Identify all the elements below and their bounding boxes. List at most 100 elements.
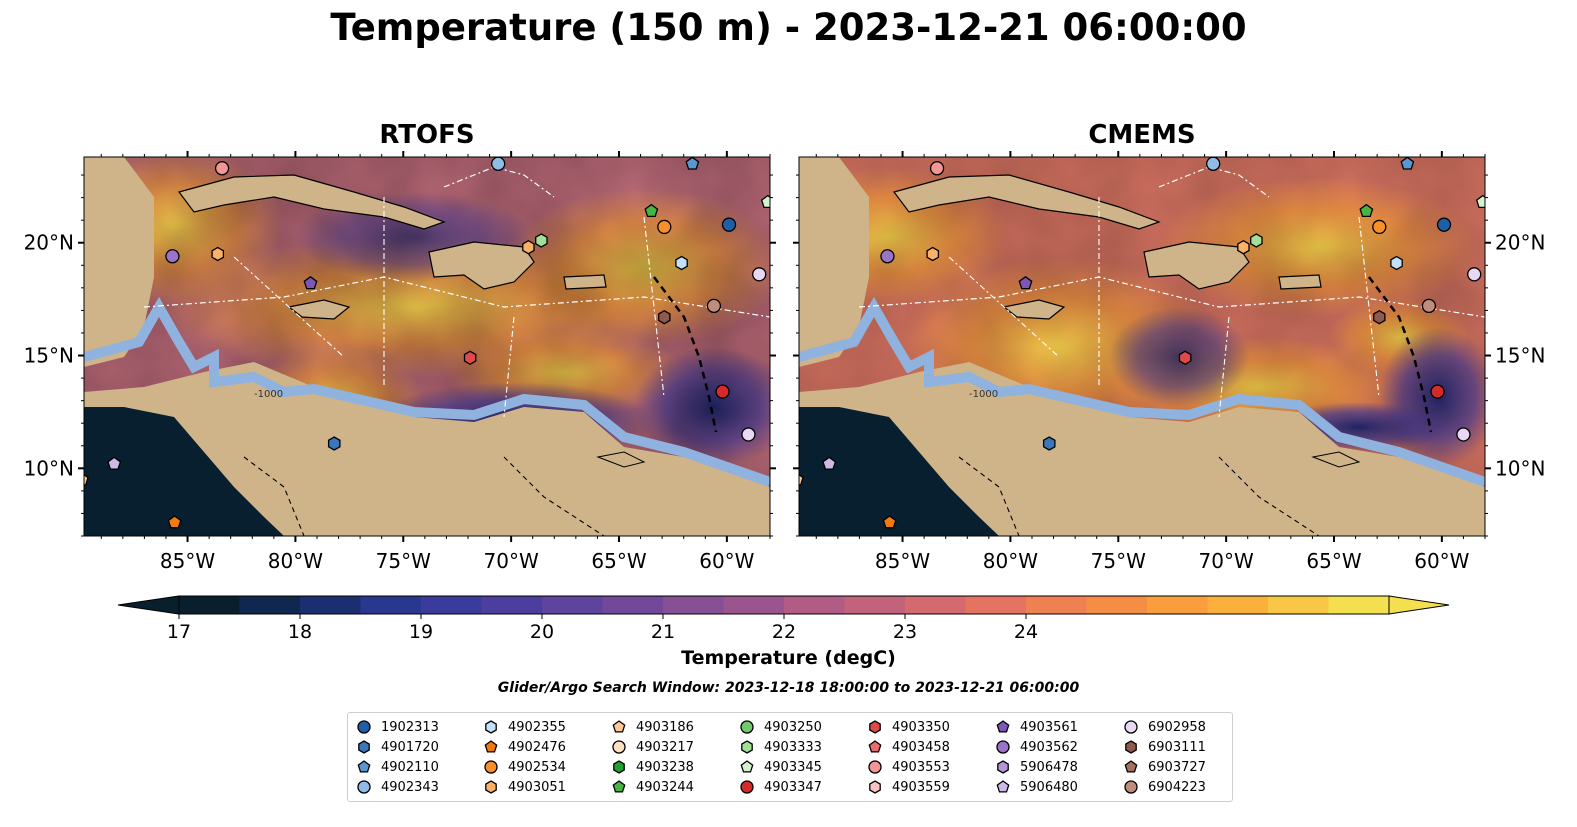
pentagon-marker-icon (612, 720, 626, 733)
panel-title-cmems: CMEMS (1088, 120, 1196, 150)
colorbar-bin (905, 596, 966, 614)
legend-label: 4902110 (381, 759, 439, 775)
colorbar-bin (1328, 596, 1390, 614)
colorbar-bin (179, 596, 240, 614)
legend-item: 1902313 (356, 717, 439, 737)
colorbar-bin (602, 596, 664, 614)
legend-label: 4903458 (892, 739, 950, 755)
legend-item: 4903345 (739, 757, 822, 777)
legend-item: 4903562 (995, 737, 1078, 757)
float-marker-4903350 (463, 350, 477, 366)
pentagon-marker-icon (612, 780, 626, 793)
colorbar-label: Temperature (degC) (681, 647, 896, 669)
colorbar-bin (1207, 596, 1269, 614)
colorbar-tick-label: 17 (167, 621, 191, 643)
float-marker-4902476 (882, 515, 897, 529)
legend-label: 4903345 (764, 759, 822, 775)
float-marker-4903350 (1178, 350, 1192, 366)
legend-label: 4903350 (892, 719, 950, 735)
circle-marker-icon (1124, 720, 1138, 734)
legend-column: 4903561 4903562 5906478 5906480 (995, 717, 1078, 797)
float-marker-1902313 (1436, 217, 1452, 232)
hexagon-marker-icon (741, 740, 753, 754)
map-panels: -1000 85°W 80°W 75°W 70°W 65°W 60°W 20°N 15°N 10… (24, 151, 1545, 573)
float-marker-4902343 (1206, 157, 1221, 171)
float-marker-4903345 (760, 194, 770, 209)
float-marker-4903333 (1250, 233, 1263, 248)
cmems-markers (799, 157, 1485, 529)
legend-item: 4903347 (739, 777, 822, 797)
float-marker-4903051 (926, 246, 940, 262)
panel-title-rtofs: RTOFS (379, 120, 475, 150)
float-marker-4901720 (1042, 436, 1056, 451)
colorbar-bin (542, 596, 603, 614)
circle-marker-icon (740, 720, 754, 734)
float-marker-4903553 (929, 161, 945, 176)
legend-label: 4903051 (508, 779, 566, 795)
colorbar-tick-label: 24 (1014, 621, 1038, 643)
colorbar-tick-label: 21 (651, 621, 675, 643)
legend-item: 6903727 (1123, 757, 1206, 777)
float-marker-4903347 (715, 384, 730, 399)
float-marker-4903345 (1475, 194, 1485, 209)
float-marker-4902355 (1390, 255, 1403, 271)
colorbar-bin (663, 596, 724, 614)
legend-column: 1902313 4901720 4902110 4902343 (356, 717, 439, 797)
colorbar-bin (300, 596, 361, 614)
circle-marker-icon (357, 720, 371, 734)
legend-label: 4903217 (636, 739, 694, 755)
colorbar-bin (421, 596, 482, 614)
circle-marker-icon (740, 780, 754, 794)
lon-tick-label: 75°W (1091, 549, 1146, 573)
colorbar-bin (360, 596, 422, 614)
colorbar-tick-label: 23 (893, 621, 917, 643)
legend-label: 4903347 (764, 779, 822, 795)
colorbar-bin (1147, 596, 1208, 614)
pentagon-marker-icon (357, 760, 371, 773)
colorbar-extend-high (1388, 595, 1450, 615)
pentagon-marker-icon (1124, 760, 1138, 773)
cmems-map: -1000 (799, 157, 1485, 536)
float-marker-4903244 (1359, 203, 1374, 218)
legend-label: 1902313 (381, 719, 439, 735)
legend-item: 4903051 (483, 777, 566, 797)
lat-tick-label: 20°N (24, 231, 74, 255)
legend-item: 4903350 (867, 717, 950, 737)
cmems-axis-ticks: 85°W 80°W 75°W 70°W 65°W 60°W 20°N 15°N 10°N (793, 151, 1545, 573)
float-marker-4903561 (1018, 275, 1033, 290)
circle-marker-icon (357, 780, 371, 794)
legend-label: 4903333 (764, 739, 822, 755)
lon-tick-label: 85°W (875, 549, 930, 573)
rtofs-axis-ticks: 85°W 80°W 75°W 70°W 65°W 60°W 20°N 15°N 10°N (24, 151, 776, 573)
float-marker-4903553 (214, 161, 230, 176)
legend-item: 4903238 (611, 757, 694, 777)
legend-column: 6902958 6903111 6903727 6904223 (1123, 717, 1206, 797)
legend-item: 4903333 (739, 737, 822, 757)
legend-item: 6902958 (1123, 717, 1206, 737)
legend-item: 4902355 (483, 717, 566, 737)
legend-label: 5906478 (1020, 759, 1078, 775)
legend: 1902313 4901720 4902110 4902343 4902355 49024… (347, 712, 1233, 802)
legend-column: 4903186 4903217 4903238 4903244 (611, 717, 694, 797)
lat-tick-label: 10°N (24, 456, 74, 480)
lon-tick-label: 70°W (484, 549, 539, 573)
float-marker-4902534 (1372, 219, 1387, 235)
colorbar-bin (1086, 596, 1148, 614)
pentagon-marker-icon (740, 760, 754, 773)
lon-tick-label: 80°W (983, 549, 1038, 573)
lon-tick-label: 70°W (1199, 549, 1254, 573)
circle-marker-icon (484, 760, 498, 774)
float-marker-6903111 (1373, 309, 1386, 325)
pentagon-marker-icon (868, 740, 882, 753)
legend-label: 4901720 (381, 739, 439, 755)
float-marker-6904223 (706, 298, 722, 314)
lon-tick-label: 85°W (160, 549, 215, 573)
float-marker-4903333 (535, 233, 548, 248)
colorbar-extend-low (117, 595, 180, 615)
colorbar-tick-label: 22 (772, 621, 796, 643)
page-title: Temperature (150 m) - 2023-12-21 06:00:0… (330, 6, 1247, 49)
legend-label: 4903186 (636, 719, 694, 735)
float-marker-6904223 (1421, 298, 1437, 314)
float-marker-4902110 (1400, 157, 1415, 170)
legend-label: 4903238 (636, 759, 694, 775)
